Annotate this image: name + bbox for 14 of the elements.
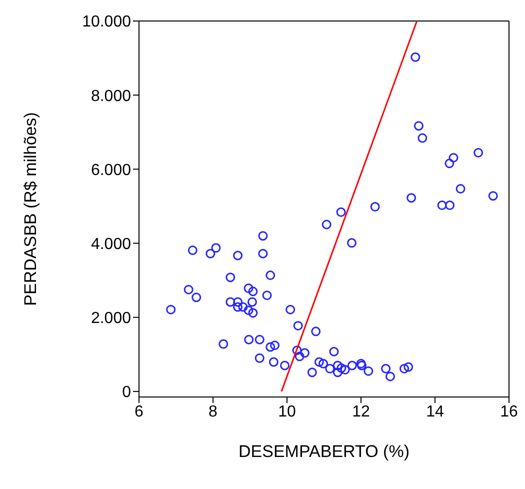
- y-tick-label: 0: [122, 384, 132, 402]
- x-axis-title: DESEMPABERTO (%): [238, 442, 410, 461]
- x-tick-label: 12: [352, 403, 370, 420]
- x-tick-label: 10: [278, 403, 296, 420]
- x-tick-label: 14: [426, 403, 444, 420]
- x-tick-label: 6: [134, 403, 144, 420]
- y-tick-label: 6.000: [90, 162, 132, 179]
- y-tick-label: 8.000: [90, 88, 132, 105]
- y-tick-label: 4.000: [90, 236, 132, 253]
- y-tick-label: 10.000: [82, 14, 132, 31]
- y-axis-title: PERDASBB (R$ milhões): [21, 112, 40, 306]
- x-tick-label: 16: [500, 403, 518, 420]
- x-tick-label: 8: [208, 403, 218, 420]
- y-tick-label: 2.000: [90, 310, 132, 328]
